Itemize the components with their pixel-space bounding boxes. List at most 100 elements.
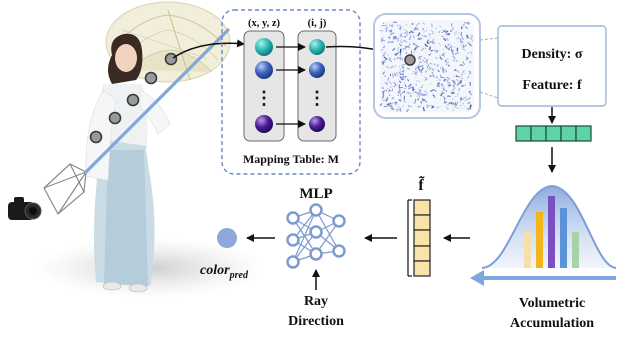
texture-speck <box>460 26 463 30</box>
texture-speck <box>398 80 402 84</box>
texture-speck <box>445 105 449 110</box>
texture-speck <box>424 51 427 54</box>
texture-speck <box>469 37 473 41</box>
texture-speck <box>401 70 404 73</box>
texture-speck <box>402 47 407 50</box>
texture-speck <box>399 48 402 54</box>
texture-speck <box>381 95 385 99</box>
texture-speck <box>443 100 446 104</box>
texture-speck <box>433 42 436 44</box>
neural-network-icon <box>286 203 346 269</box>
texture-speck <box>383 51 387 54</box>
texture-speck <box>405 52 408 54</box>
ray-sample-point <box>126 93 140 107</box>
texture-speck <box>447 45 449 47</box>
texture-speck <box>415 24 418 27</box>
texture-speck <box>382 45 386 49</box>
texture-speck <box>439 54 442 59</box>
texture-speck <box>416 27 419 30</box>
texture-speck <box>391 96 395 100</box>
texture-speck <box>382 71 385 75</box>
texture-speck <box>399 75 402 79</box>
texture-speck <box>405 46 409 48</box>
texture-speck <box>459 98 463 101</box>
sampled-feature-point <box>404 54 416 66</box>
texture-speck <box>413 26 417 31</box>
texture-speck <box>431 67 434 71</box>
texture-speck <box>386 25 388 29</box>
texture-speck <box>442 29 447 33</box>
texture-speck <box>387 36 391 39</box>
texture-speck <box>420 55 422 57</box>
texture-speck <box>443 78 447 82</box>
texture-speck <box>470 51 473 56</box>
texture-speck <box>468 97 471 100</box>
texture-speck <box>404 76 407 79</box>
mapping-table-box <box>221 9 361 175</box>
texture-speck <box>398 98 402 102</box>
col-xyz-panel <box>243 30 285 142</box>
texture-speck <box>433 49 438 53</box>
texture-speck <box>394 72 397 77</box>
texture-speck <box>433 96 436 99</box>
texture-speck <box>408 30 413 34</box>
texture-speck <box>421 99 426 101</box>
texture-speck <box>442 85 446 90</box>
texture-speck <box>404 45 407 50</box>
texture-speck <box>387 76 390 81</box>
texture-speck <box>445 32 448 36</box>
texture-speck <box>458 81 461 85</box>
accumulation-label-line2: Accumulation <box>510 316 594 331</box>
texture-speck <box>421 34 425 37</box>
texture-speck <box>454 51 460 55</box>
texture-speck <box>452 91 455 93</box>
texture-speck <box>428 33 431 36</box>
texture-speck <box>460 73 464 77</box>
texture-speck <box>432 73 435 77</box>
texture-speck <box>466 34 469 39</box>
texture-speck <box>430 88 434 93</box>
texture-speck <box>424 43 429 48</box>
texture-speck <box>388 80 393 86</box>
texture-speck <box>415 44 420 48</box>
texture-speck <box>442 89 445 91</box>
texture-speck <box>458 87 460 92</box>
texture-speck <box>397 56 399 60</box>
texture-speck <box>468 43 472 47</box>
camera-icon <box>8 197 42 220</box>
texture-speck <box>415 66 418 69</box>
texture-speck <box>417 92 422 96</box>
texture-speck <box>432 94 436 97</box>
texture-speck <box>446 79 450 81</box>
texture-speck <box>399 57 402 61</box>
camera-frustum <box>43 163 87 215</box>
texture-speck <box>436 76 439 79</box>
texture-speck <box>421 65 424 67</box>
texture-speck <box>394 101 398 104</box>
xyz-blue-sphere <box>255 61 273 79</box>
texture-speck <box>411 64 414 67</box>
texture-speck <box>388 37 391 40</box>
texture-speck <box>456 107 459 110</box>
texture-speck <box>396 84 398 86</box>
texture-speck <box>397 92 401 94</box>
texture-speck <box>435 106 440 109</box>
texture-speck <box>454 68 457 71</box>
texture-speck <box>403 63 405 66</box>
texture-speck <box>385 97 389 102</box>
texture-speck <box>428 40 433 43</box>
texture-speck <box>417 66 421 71</box>
texture-speck <box>399 24 402 28</box>
guide-line <box>479 91 499 99</box>
texture-speck <box>395 101 398 106</box>
texture-speck <box>392 35 397 39</box>
texture-speck <box>462 61 465 65</box>
texture-speck <box>392 73 394 78</box>
texture-speck <box>425 70 428 73</box>
ray-direction-label-line2: Direction <box>288 314 344 329</box>
texture-speck <box>422 97 424 100</box>
texture-speck <box>431 41 434 45</box>
texture-speck <box>414 43 417 46</box>
texture-speck <box>413 102 416 105</box>
